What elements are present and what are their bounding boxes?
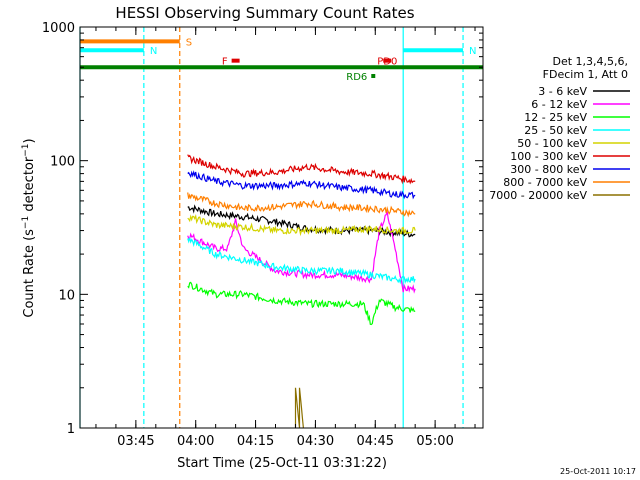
series-line-6 [187, 170, 416, 200]
flag-label-0: S [186, 37, 192, 48]
legend-label-2: 12 - 25 keV [524, 111, 587, 124]
y-tick-label-2: 100 [50, 155, 75, 170]
legend-header-line2: FDecim 1, Att 0 [543, 68, 628, 81]
legend-label-7: 800 - 7000 keV [503, 176, 587, 189]
plot-area: S N N F PD0 RD6 [79, 27, 483, 429]
legend-header-line1: Det 1,3,4,5,6, [552, 55, 628, 68]
legend-label-3: 25 - 50 keV [524, 124, 587, 137]
series-line-1 [187, 211, 416, 294]
x-axis-label: Start Time (25-Oct-11 03:31:22) [177, 456, 387, 471]
legend: Det 1,3,4,5,6, FDecim 1, Att 0 3 - 6 keV… [489, 55, 630, 202]
x-tick-label-5: 05:00 [416, 434, 453, 449]
x-tick-label-1: 04:00 [177, 434, 214, 449]
series-line-7 [187, 192, 416, 218]
flag-label-4: PD0 [377, 57, 397, 68]
x-tick-label-3: 04:30 [297, 434, 334, 449]
x-tick-label-4: 04:45 [357, 434, 394, 449]
flag-label-2: N [469, 46, 476, 57]
series-line-3 [187, 237, 416, 285]
x-tick-label-2: 04:15 [237, 434, 274, 449]
flag-label-3: F [222, 57, 228, 68]
plot-frame [79, 26, 484, 429]
y-axis: 1 10 100 1000 [42, 21, 483, 437]
flag-label-1: N [150, 46, 157, 57]
x-tick-label-0: 03:45 [117, 434, 154, 449]
y-tick-label-3: 1000 [42, 21, 75, 36]
legend-label-0: 3 - 6 keV [538, 85, 587, 98]
series-line-8 [294, 387, 304, 429]
y-tick-label-0: 1 [67, 422, 75, 437]
legend-label-5: 100 - 300 keV [510, 150, 587, 163]
legend-label-1: 6 - 12 keV [531, 98, 587, 111]
flag-label-6: RD6 [346, 72, 367, 83]
footer-date: 25-Oct-2011 10:17 [560, 467, 636, 476]
legend-label-4: 50 - 100 keV [517, 137, 587, 150]
legend-label-8: 7000 - 20000 keV [489, 189, 587, 202]
chart-title: HESSI Observing Summary Count Rates [115, 4, 414, 22]
legend-label-6: 300 - 800 keV [510, 163, 587, 176]
y-axis-label: Count Rate (s−1 detector−1) [21, 138, 37, 317]
x-axis: 03:45 04:00 04:15 04:30 04:45 05:00 [95, 27, 476, 449]
series-line-4 [187, 213, 416, 237]
y-tick-label-1: 10 [58, 288, 75, 303]
series-line-2 [187, 281, 416, 326]
series-line-5 [187, 154, 416, 185]
